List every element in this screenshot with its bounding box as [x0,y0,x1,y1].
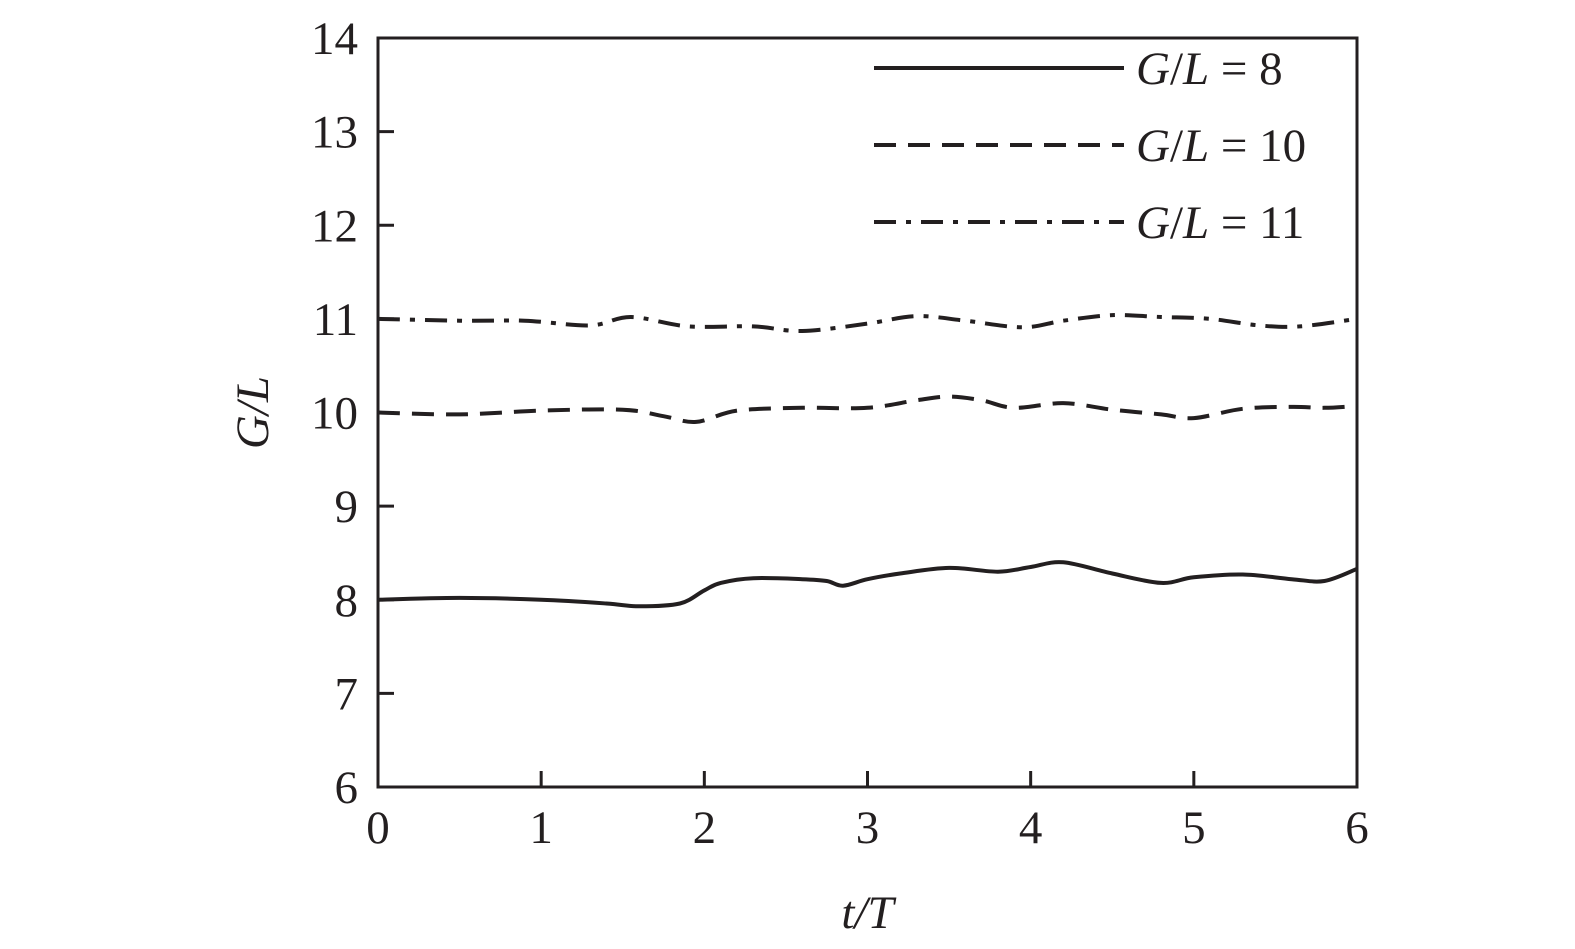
y-tick-label-5: 11 [313,294,358,346]
y-tick-label-6: 12 [311,200,358,252]
legend-label-0: G/L = 8 [1136,43,1283,95]
x-axis-label: t/T [841,887,896,939]
y-tick-label-4: 10 [311,388,358,440]
legend-label-1: G/L = 10 [1136,120,1306,172]
x-tick-label-4: 4 [1019,802,1043,854]
x-tick-label-6: 6 [1345,802,1369,854]
y-tick-label-3: 9 [335,481,359,533]
x-tick-label-0: 0 [366,802,390,854]
plot-series [377,312,1358,609]
series-line-1 [377,394,1358,424]
x-tick-label-2: 2 [693,802,717,854]
x-tick-label-1: 1 [529,802,553,854]
legend-label-2: G/L = 11 [1136,197,1304,249]
y-tick-label-0: 6 [335,762,359,814]
y-tick-label-7: 13 [311,107,358,159]
y-tick-label-1: 7 [335,668,359,720]
y-axis-label: G/L [227,376,279,449]
legend: G/L = 8 G/L = 10 G/L = 11 [874,43,1306,249]
series-line-2 [377,312,1358,334]
y-tick-label-2: 8 [335,575,359,627]
x-tick-label-3: 3 [856,802,880,854]
series-line-0 [377,560,1358,609]
x-tick-label-5: 5 [1182,802,1206,854]
y-tick-label-8: 14 [311,13,358,65]
